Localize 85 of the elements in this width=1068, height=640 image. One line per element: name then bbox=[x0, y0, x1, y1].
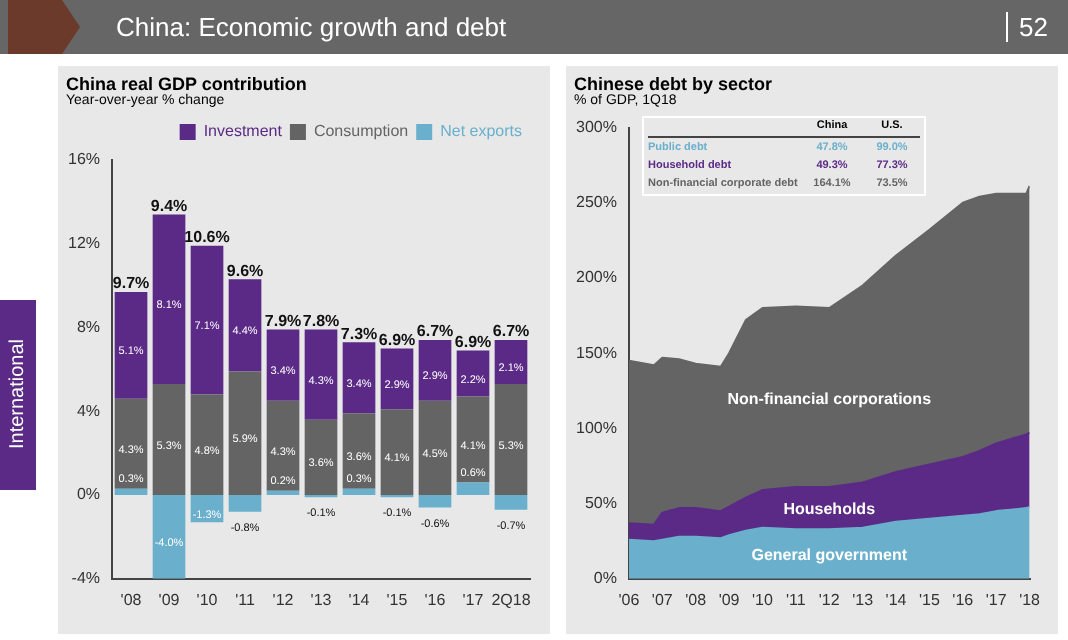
x-tick-label: '17 bbox=[462, 590, 485, 609]
bar bbox=[152, 214, 186, 385]
text: China: Economic growth and debt bbox=[116, 12, 507, 42]
y-tick-label: 250% bbox=[575, 193, 617, 212]
y-tick-label: 0% bbox=[76, 485, 101, 504]
bar bbox=[494, 384, 528, 496]
total-label: 6.9% bbox=[378, 330, 416, 349]
chart-title: Chinese debt by sector bbox=[574, 74, 775, 94]
x-tick-label: '10 bbox=[196, 590, 219, 609]
bar bbox=[456, 482, 490, 496]
x-tick-label: 2Q18 bbox=[491, 590, 532, 609]
total-label: 9.6% bbox=[226, 261, 264, 280]
x-tick-label: '10 bbox=[752, 590, 774, 609]
total-label: 7.9% bbox=[264, 312, 302, 331]
bar bbox=[304, 329, 338, 420]
text: 52 bbox=[1005, 12, 1048, 42]
x-tick-label: '09 bbox=[718, 590, 741, 609]
x-tick-label: '09 bbox=[158, 590, 181, 609]
total-label: 9.4% bbox=[150, 196, 188, 215]
x-tick-label: '13 bbox=[852, 590, 875, 609]
bar bbox=[380, 348, 414, 410]
y-tick-label: 4% bbox=[76, 401, 101, 420]
bar bbox=[114, 488, 148, 496]
bar bbox=[152, 495, 186, 579]
total-label: 7.3% bbox=[340, 324, 378, 343]
total-label: 6.7% bbox=[416, 322, 454, 341]
x-tick-label: '12 bbox=[272, 590, 295, 609]
x-tick-label: '14 bbox=[348, 590, 371, 609]
bar bbox=[494, 340, 528, 385]
y-tick-label: 50% bbox=[584, 494, 617, 513]
bar bbox=[456, 350, 490, 397]
y-tick-label: 300% bbox=[575, 118, 617, 137]
chart-title: China real GDP contribution bbox=[66, 74, 309, 94]
x-tick-label: '13 bbox=[310, 590, 333, 609]
x-tick-label: '16 bbox=[952, 590, 975, 609]
total-label: 10.6% bbox=[184, 228, 230, 247]
x-tick-label: '14 bbox=[885, 590, 908, 609]
bar bbox=[114, 291, 148, 399]
y-tick-label: 150% bbox=[575, 343, 617, 362]
y-tick-label: 8% bbox=[76, 317, 101, 336]
x-tick-label: '11 bbox=[786, 590, 807, 609]
x-tick-label: '12 bbox=[818, 590, 841, 609]
bar bbox=[342, 342, 376, 414]
y-tick-label: 12% bbox=[67, 234, 101, 253]
bar bbox=[380, 409, 414, 496]
series-label: Non-financial corporations bbox=[727, 389, 933, 408]
total-label: 6.7% bbox=[492, 322, 530, 341]
x-tick-label: '15 bbox=[386, 590, 409, 609]
x-tick-label: '06 bbox=[618, 590, 641, 609]
total-label: 6.9% bbox=[454, 332, 492, 351]
bar bbox=[418, 340, 452, 401]
x-tick-label: '08 bbox=[120, 590, 143, 609]
bar bbox=[190, 394, 224, 496]
bar bbox=[190, 245, 224, 395]
bar bbox=[418, 400, 452, 496]
bar bbox=[418, 495, 452, 508]
legend-label: Net exports bbox=[440, 122, 522, 141]
legend-label: Investment bbox=[203, 122, 284, 141]
series-label: Households bbox=[783, 500, 877, 519]
x-tick-label: '11 bbox=[235, 590, 256, 609]
y-tick-label: 16% bbox=[67, 150, 101, 169]
bar bbox=[228, 279, 262, 372]
text: International bbox=[7, 338, 29, 450]
legend-label: Consumption bbox=[313, 122, 409, 141]
x-tick-label: '07 bbox=[651, 590, 674, 609]
bar bbox=[342, 488, 376, 496]
y-tick-label: -4% bbox=[71, 569, 101, 588]
bar bbox=[266, 329, 300, 401]
x-tick-label: '17 bbox=[985, 590, 1008, 609]
x-tick-label: '16 bbox=[424, 590, 447, 609]
bar bbox=[228, 495, 262, 512]
x-tick-label: '18 bbox=[1019, 590, 1042, 609]
bar bbox=[494, 495, 528, 510]
x-tick-label: '08 bbox=[685, 590, 708, 609]
bar bbox=[152, 384, 186, 496]
bar bbox=[228, 371, 262, 496]
bar bbox=[304, 419, 338, 496]
total-label: 9.7% bbox=[112, 274, 150, 293]
y-tick-label: 0% bbox=[593, 569, 617, 588]
series-label: General government bbox=[751, 545, 908, 564]
total-label: 7.8% bbox=[302, 312, 340, 331]
bar bbox=[266, 490, 300, 496]
y-tick-label: 100% bbox=[575, 418, 617, 437]
y-tick-label: 200% bbox=[575, 268, 617, 287]
x-tick-label: '15 bbox=[918, 590, 941, 609]
